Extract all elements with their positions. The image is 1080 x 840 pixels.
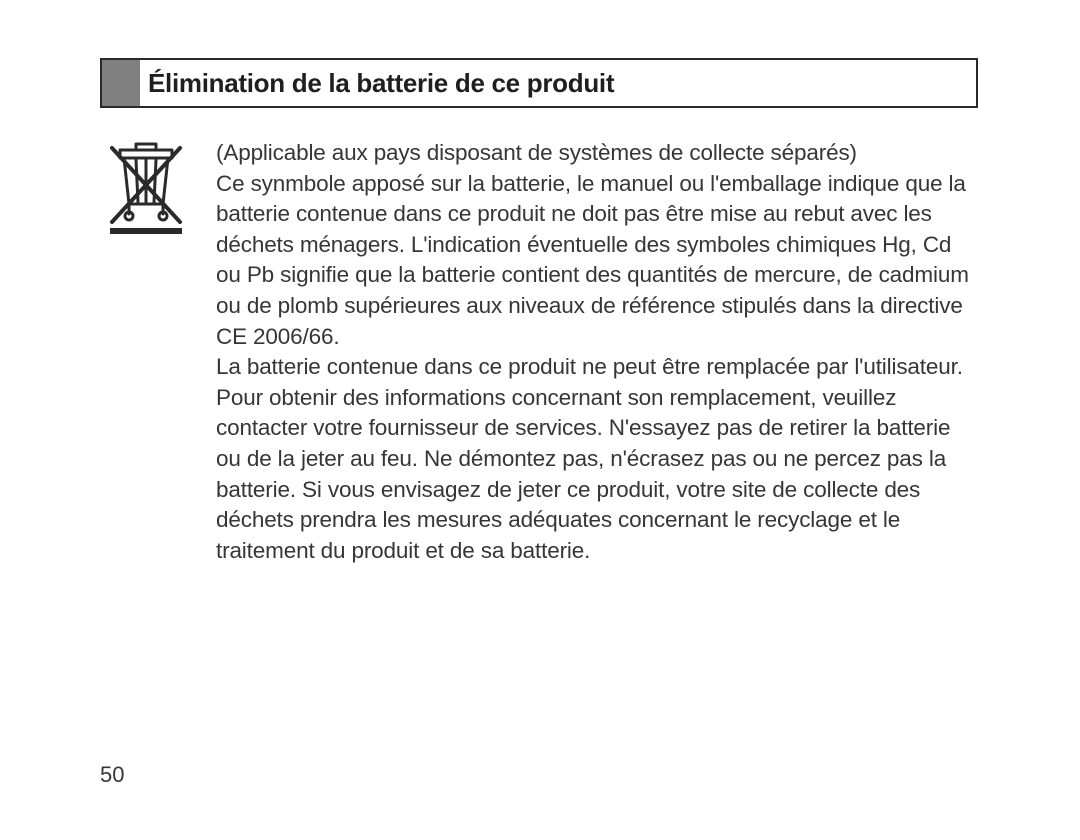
applicable-note: (Applicable aux pays disposant de systèm… (216, 138, 976, 169)
section-heading-box: Élimination de la batterie de ce produit (100, 58, 978, 108)
manual-page: Élimination de la batterie de ce produit (0, 0, 1080, 840)
body-content: (Applicable aux pays disposant de systèm… (216, 138, 976, 566)
heading-accent-tab (102, 60, 140, 106)
page-number: 50 (100, 762, 124, 788)
paragraph-2: La batterie contenue dans ce produit ne … (216, 352, 976, 566)
paragraph-1: Ce synmbole apposé sur la batterie, le m… (216, 169, 976, 353)
section-heading: Élimination de la batterie de ce produit (148, 68, 614, 99)
weee-crossed-bin-icon (106, 142, 186, 237)
